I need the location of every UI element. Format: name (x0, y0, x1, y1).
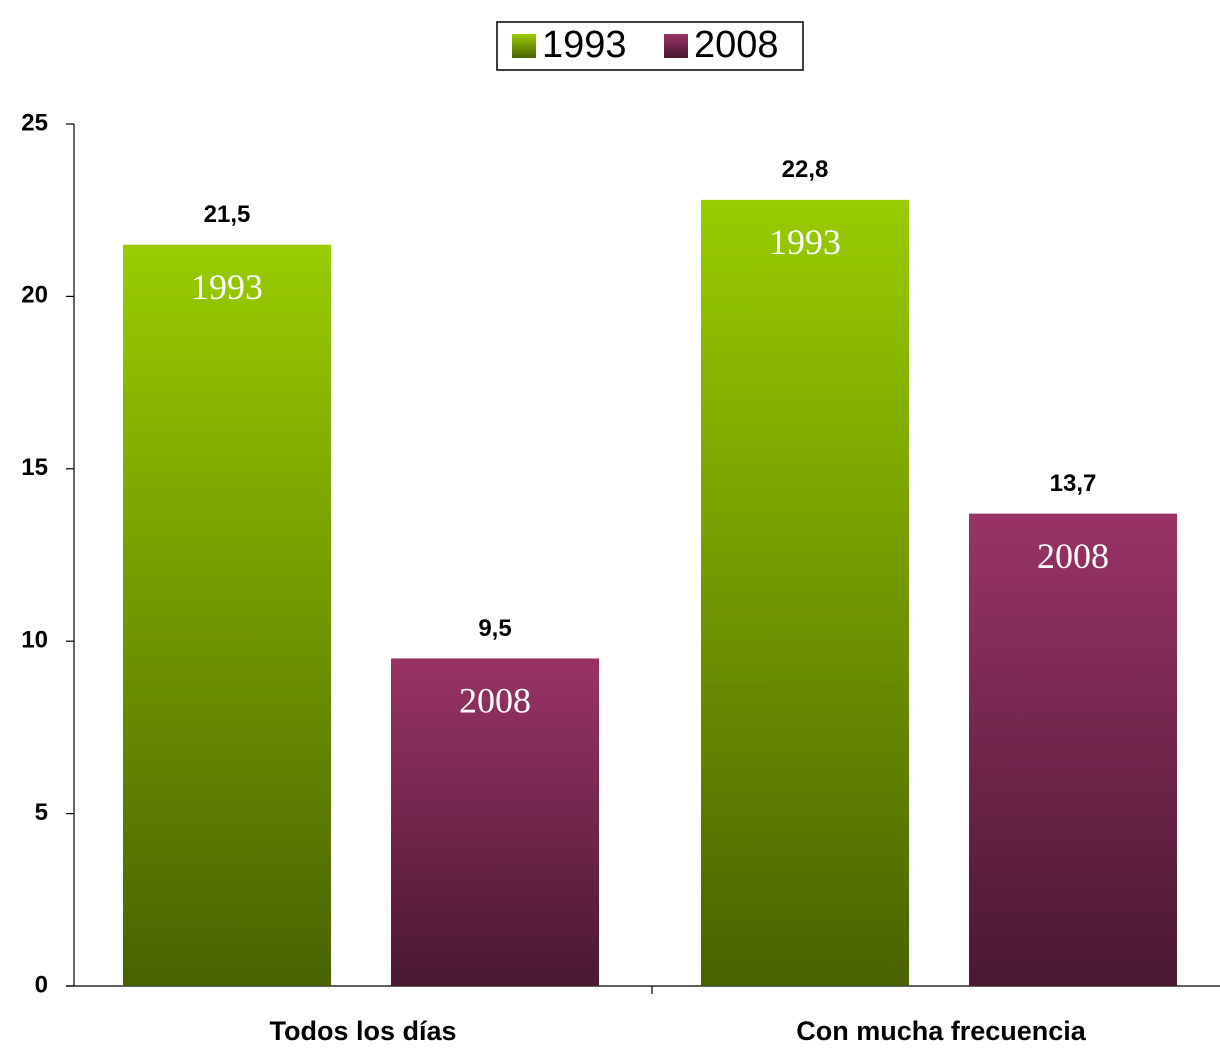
y-tick-label: 20 (21, 282, 48, 309)
value-label: 13,7 (1050, 470, 1097, 497)
y-tick-label: 15 (21, 454, 48, 481)
y-tick-label: 25 (21, 109, 48, 136)
x-tick-label: Todos los días (269, 1016, 456, 1046)
legend-box (496, 21, 804, 71)
bar (701, 199, 909, 986)
y-tick-label: 0 (35, 971, 48, 998)
value-label: 21,5 (204, 201, 251, 228)
x-tick-label: Con mucha frecuencia (796, 1016, 1087, 1046)
in-bar-label: 1993 (769, 222, 841, 262)
legend-swatch (664, 34, 688, 58)
value-label: 9,5 (478, 615, 511, 642)
y-tick-label: 10 (21, 627, 48, 654)
in-bar-label: 2008 (459, 681, 531, 721)
legend-label: 2008 (694, 24, 779, 66)
legend-label: 1993 (542, 24, 627, 66)
bar (391, 658, 599, 986)
y-tick-label: 5 (35, 799, 48, 826)
bar (123, 244, 331, 986)
in-bar-label: 2008 (1037, 536, 1109, 576)
legend-swatch (512, 34, 536, 58)
bar (969, 513, 1177, 986)
in-bar-label: 1993 (191, 267, 263, 307)
value-label: 22,8 (782, 156, 829, 183)
